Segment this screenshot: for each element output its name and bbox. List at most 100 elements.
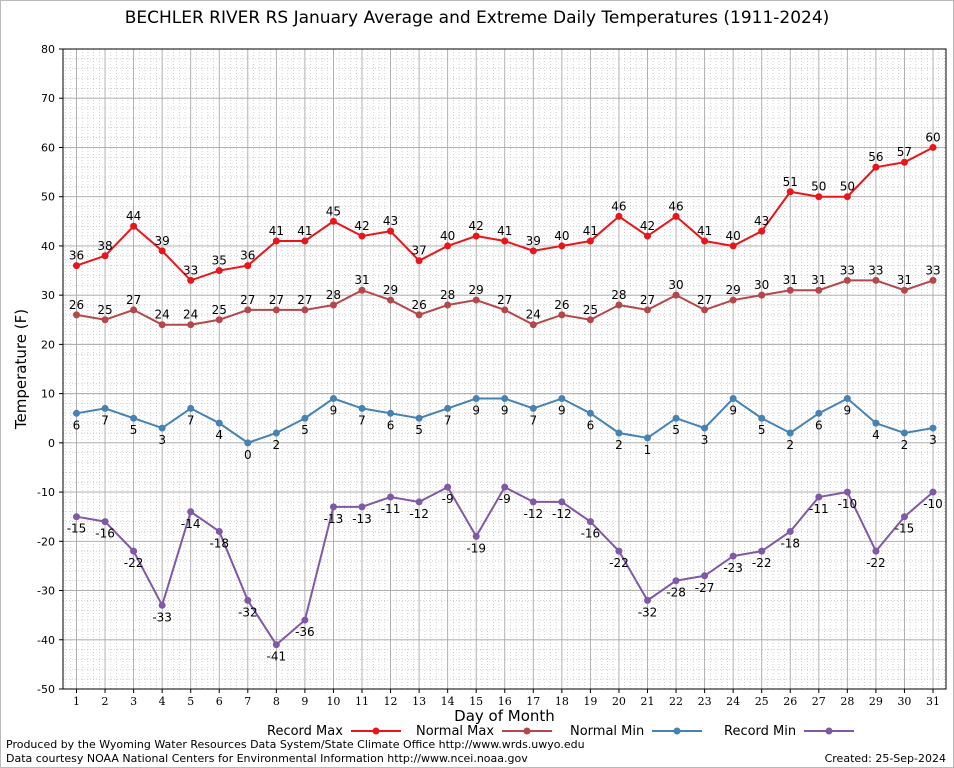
- data-label-normal-max: 27: [297, 293, 312, 307]
- y-tick-label: 60: [41, 141, 55, 154]
- data-label-normal-max: 25: [97, 303, 112, 317]
- data-label-normal-min: 6: [815, 418, 823, 432]
- x-tick-label: 22: [669, 695, 683, 708]
- data-label-normal-max: 25: [583, 303, 598, 317]
- data-point-normal-min: [501, 395, 509, 403]
- data-label-normal-min: 3: [158, 433, 166, 447]
- data-label-normal-min: 7: [101, 413, 109, 427]
- data-label-record-min: -15: [67, 522, 87, 536]
- y-tick-label: -40: [37, 634, 55, 647]
- data-point-record-max: [558, 242, 566, 250]
- data-point-record-min: [786, 527, 794, 535]
- y-tick-label: 10: [41, 388, 55, 401]
- data-point-normal-max: [758, 291, 766, 299]
- data-point-record-max: [101, 252, 109, 260]
- series-normal-max: 26 25 27 24 24 25 27 27 27 28 31 29 26 28 29 27 24 26 25 28…: [69, 263, 941, 329]
- data-point-normal-max: [301, 306, 309, 314]
- series-normal-min: 6 7 5 3 7 4 0 2 5 9 7 6 5 7 9 9 7 9 6 2 1 5 3 9 5 2 6 9 4 2 3: [73, 395, 937, 462]
- data-point-record-min: [444, 483, 452, 491]
- data-label-record-min: -16: [95, 527, 115, 541]
- data-point-record-min: [758, 547, 766, 555]
- footer-data-courtesy: Data courtesy NOAA National Centers for …: [6, 752, 528, 765]
- data-point-record-max: [215, 267, 223, 275]
- data-label-record-max: 40: [554, 229, 569, 243]
- data-label-normal-max: 29: [383, 283, 398, 297]
- data-point-normal-max: [329, 301, 337, 309]
- data-label-normal-max: 28: [611, 288, 626, 302]
- data-label-normal-min: 5: [758, 423, 766, 437]
- data-point-record-min: [158, 601, 166, 609]
- series-record-min: -15 -16-22-33-14-18-32-41-36-13 -13-11 -12-…: [67, 483, 943, 664]
- y-axis: 80 70 60 50 40 30 20 10 0 -10 -20 -30 -40 -50: [37, 43, 63, 696]
- data-point-normal-min: [158, 424, 166, 432]
- data-point-normal-min: [558, 395, 566, 403]
- x-tick-label: 12: [384, 695, 398, 708]
- x-tick-label: 16: [498, 695, 512, 708]
- data-point-normal-min: [644, 434, 651, 442]
- data-label-normal-max: 33: [868, 263, 883, 277]
- data-label-normal-max: 28: [440, 288, 455, 302]
- x-tick-label: 23: [698, 695, 712, 708]
- data-point-record-min: [101, 518, 109, 526]
- data-point-record-max: [472, 232, 480, 240]
- data-label-record-min: -32: [238, 605, 258, 619]
- data-point-normal-min: [586, 409, 594, 417]
- data-point-record-max: [900, 158, 908, 166]
- data-label-normal-max: 33: [925, 263, 940, 277]
- data-point-record-min: [187, 508, 195, 516]
- data-point-record-max: [758, 227, 766, 235]
- data-label-normal-max: 30: [754, 278, 769, 292]
- legend-swatch-normal-max: [502, 727, 553, 735]
- data-point-record-max: [929, 143, 937, 151]
- data-label-record-min: -41: [267, 650, 287, 664]
- data-label-record-max: 46: [611, 199, 626, 213]
- data-label-record-max: 41: [697, 224, 712, 238]
- data-label-normal-min: 9: [844, 404, 852, 418]
- data-point-record-min: [73, 513, 80, 521]
- data-point-normal-min: [301, 414, 309, 422]
- x-tick-label: 4: [159, 695, 166, 708]
- x-tick-label: 11: [355, 695, 369, 708]
- data-label-normal-max: 24: [526, 308, 541, 322]
- x-tick-label: 28: [840, 695, 854, 708]
- data-point-normal-max: [615, 301, 623, 309]
- data-label-normal-min: 9: [501, 404, 509, 418]
- data-point-record-min: [558, 498, 566, 506]
- data-label-normal-min: 2: [901, 438, 909, 452]
- data-label-normal-max: 27: [697, 293, 712, 307]
- x-axis-title: Day of Month: [454, 707, 555, 725]
- data-label-record-min: -13: [352, 512, 372, 526]
- legend-swatch-normal-min: [652, 727, 703, 735]
- data-point-record-min: [815, 493, 823, 501]
- data-point-normal-min: [358, 404, 366, 412]
- data-point-record-max: [872, 163, 880, 171]
- data-label-record-max: 36: [69, 249, 84, 263]
- y-tick-label: -30: [37, 585, 55, 598]
- data-point-normal-max: [843, 276, 851, 284]
- data-label-record-max: 42: [354, 219, 369, 233]
- data-point-normal-max: [472, 296, 480, 304]
- x-tick-label: 7: [244, 695, 251, 708]
- data-point-normal-min: [472, 395, 480, 403]
- data-label-normal-max: 24: [155, 308, 170, 322]
- data-point-normal-min: [758, 414, 766, 422]
- series-record-max: 36 38 44 39 33 35 36 41 41 45 42 43 37 40 42 41 39 40 41 46…: [69, 130, 941, 284]
- data-label-record-max: 41: [269, 224, 284, 238]
- data-label-record-max: 42: [640, 219, 655, 233]
- data-label-record-min: -18: [209, 536, 229, 550]
- data-label-record-min: -22: [866, 556, 886, 570]
- data-label-normal-max: 24: [183, 308, 198, 322]
- data-label-record-max: 44: [126, 209, 141, 223]
- y-tick-label: -10: [37, 486, 55, 499]
- data-point-normal-max: [701, 306, 709, 314]
- data-point-normal-max: [872, 276, 880, 284]
- x-tick-label: 1: [73, 695, 80, 708]
- data-label-record-max: 50: [811, 180, 826, 194]
- footer-created: Created: 25-Sep-2024: [824, 752, 946, 765]
- data-point-normal-min: [900, 429, 908, 437]
- data-label-record-min: -23: [723, 561, 743, 575]
- data-point-normal-min: [187, 404, 195, 412]
- data-point-normal-max: [501, 306, 509, 314]
- y-axis-title: Temperature (F): [12, 309, 30, 430]
